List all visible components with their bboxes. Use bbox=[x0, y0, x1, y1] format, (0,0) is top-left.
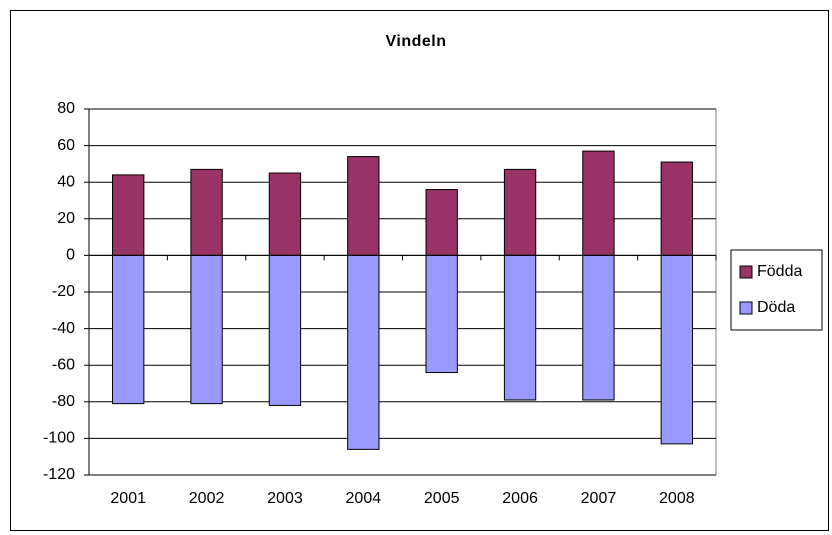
y-tick-label: 60 bbox=[57, 137, 75, 154]
x-tick-label: 2003 bbox=[267, 490, 303, 507]
y-tick-label: -100 bbox=[43, 430, 75, 447]
x-tick-label: 2001 bbox=[110, 490, 146, 507]
x-tick-label: 2008 bbox=[659, 490, 695, 507]
x-tick-label: 2002 bbox=[189, 490, 225, 507]
bar bbox=[190, 254, 223, 405]
bar bbox=[503, 254, 537, 401]
bar bbox=[503, 168, 537, 256]
y-tick-label: 80 bbox=[57, 100, 75, 117]
bar bbox=[190, 168, 223, 256]
bar bbox=[347, 156, 380, 256]
y-tick-label: 20 bbox=[57, 210, 75, 227]
y-tick-label: -40 bbox=[52, 320, 75, 337]
x-tick-label: 2007 bbox=[581, 490, 617, 507]
bar bbox=[582, 254, 615, 401]
bar bbox=[112, 254, 145, 405]
bar bbox=[660, 254, 693, 445]
bar bbox=[268, 254, 302, 406]
y-tick-label: -120 bbox=[43, 466, 75, 483]
x-tick-label: 2006 bbox=[502, 490, 538, 507]
y-tick-label: 0 bbox=[66, 247, 75, 264]
bar bbox=[347, 254, 380, 450]
bar bbox=[112, 174, 145, 256]
bar bbox=[660, 161, 693, 256]
x-tick-label: 2005 bbox=[424, 490, 460, 507]
x-tick-label: 2004 bbox=[346, 490, 382, 507]
y-tick-label: -20 bbox=[52, 283, 75, 300]
legend-label: Döda bbox=[757, 299, 795, 316]
legend-label: Födda bbox=[757, 263, 802, 280]
y-tick-label: -60 bbox=[52, 356, 75, 373]
bar bbox=[582, 150, 615, 256]
legend-box bbox=[730, 249, 823, 331]
bar bbox=[425, 254, 458, 374]
y-tick-label: -80 bbox=[52, 393, 75, 410]
legend-swatch bbox=[739, 301, 753, 315]
bar bbox=[268, 172, 302, 256]
y-tick-label: 40 bbox=[57, 173, 75, 190]
chart-title: Vindeln bbox=[386, 33, 447, 50]
bar bbox=[425, 189, 458, 256]
legend-swatch bbox=[739, 265, 753, 279]
